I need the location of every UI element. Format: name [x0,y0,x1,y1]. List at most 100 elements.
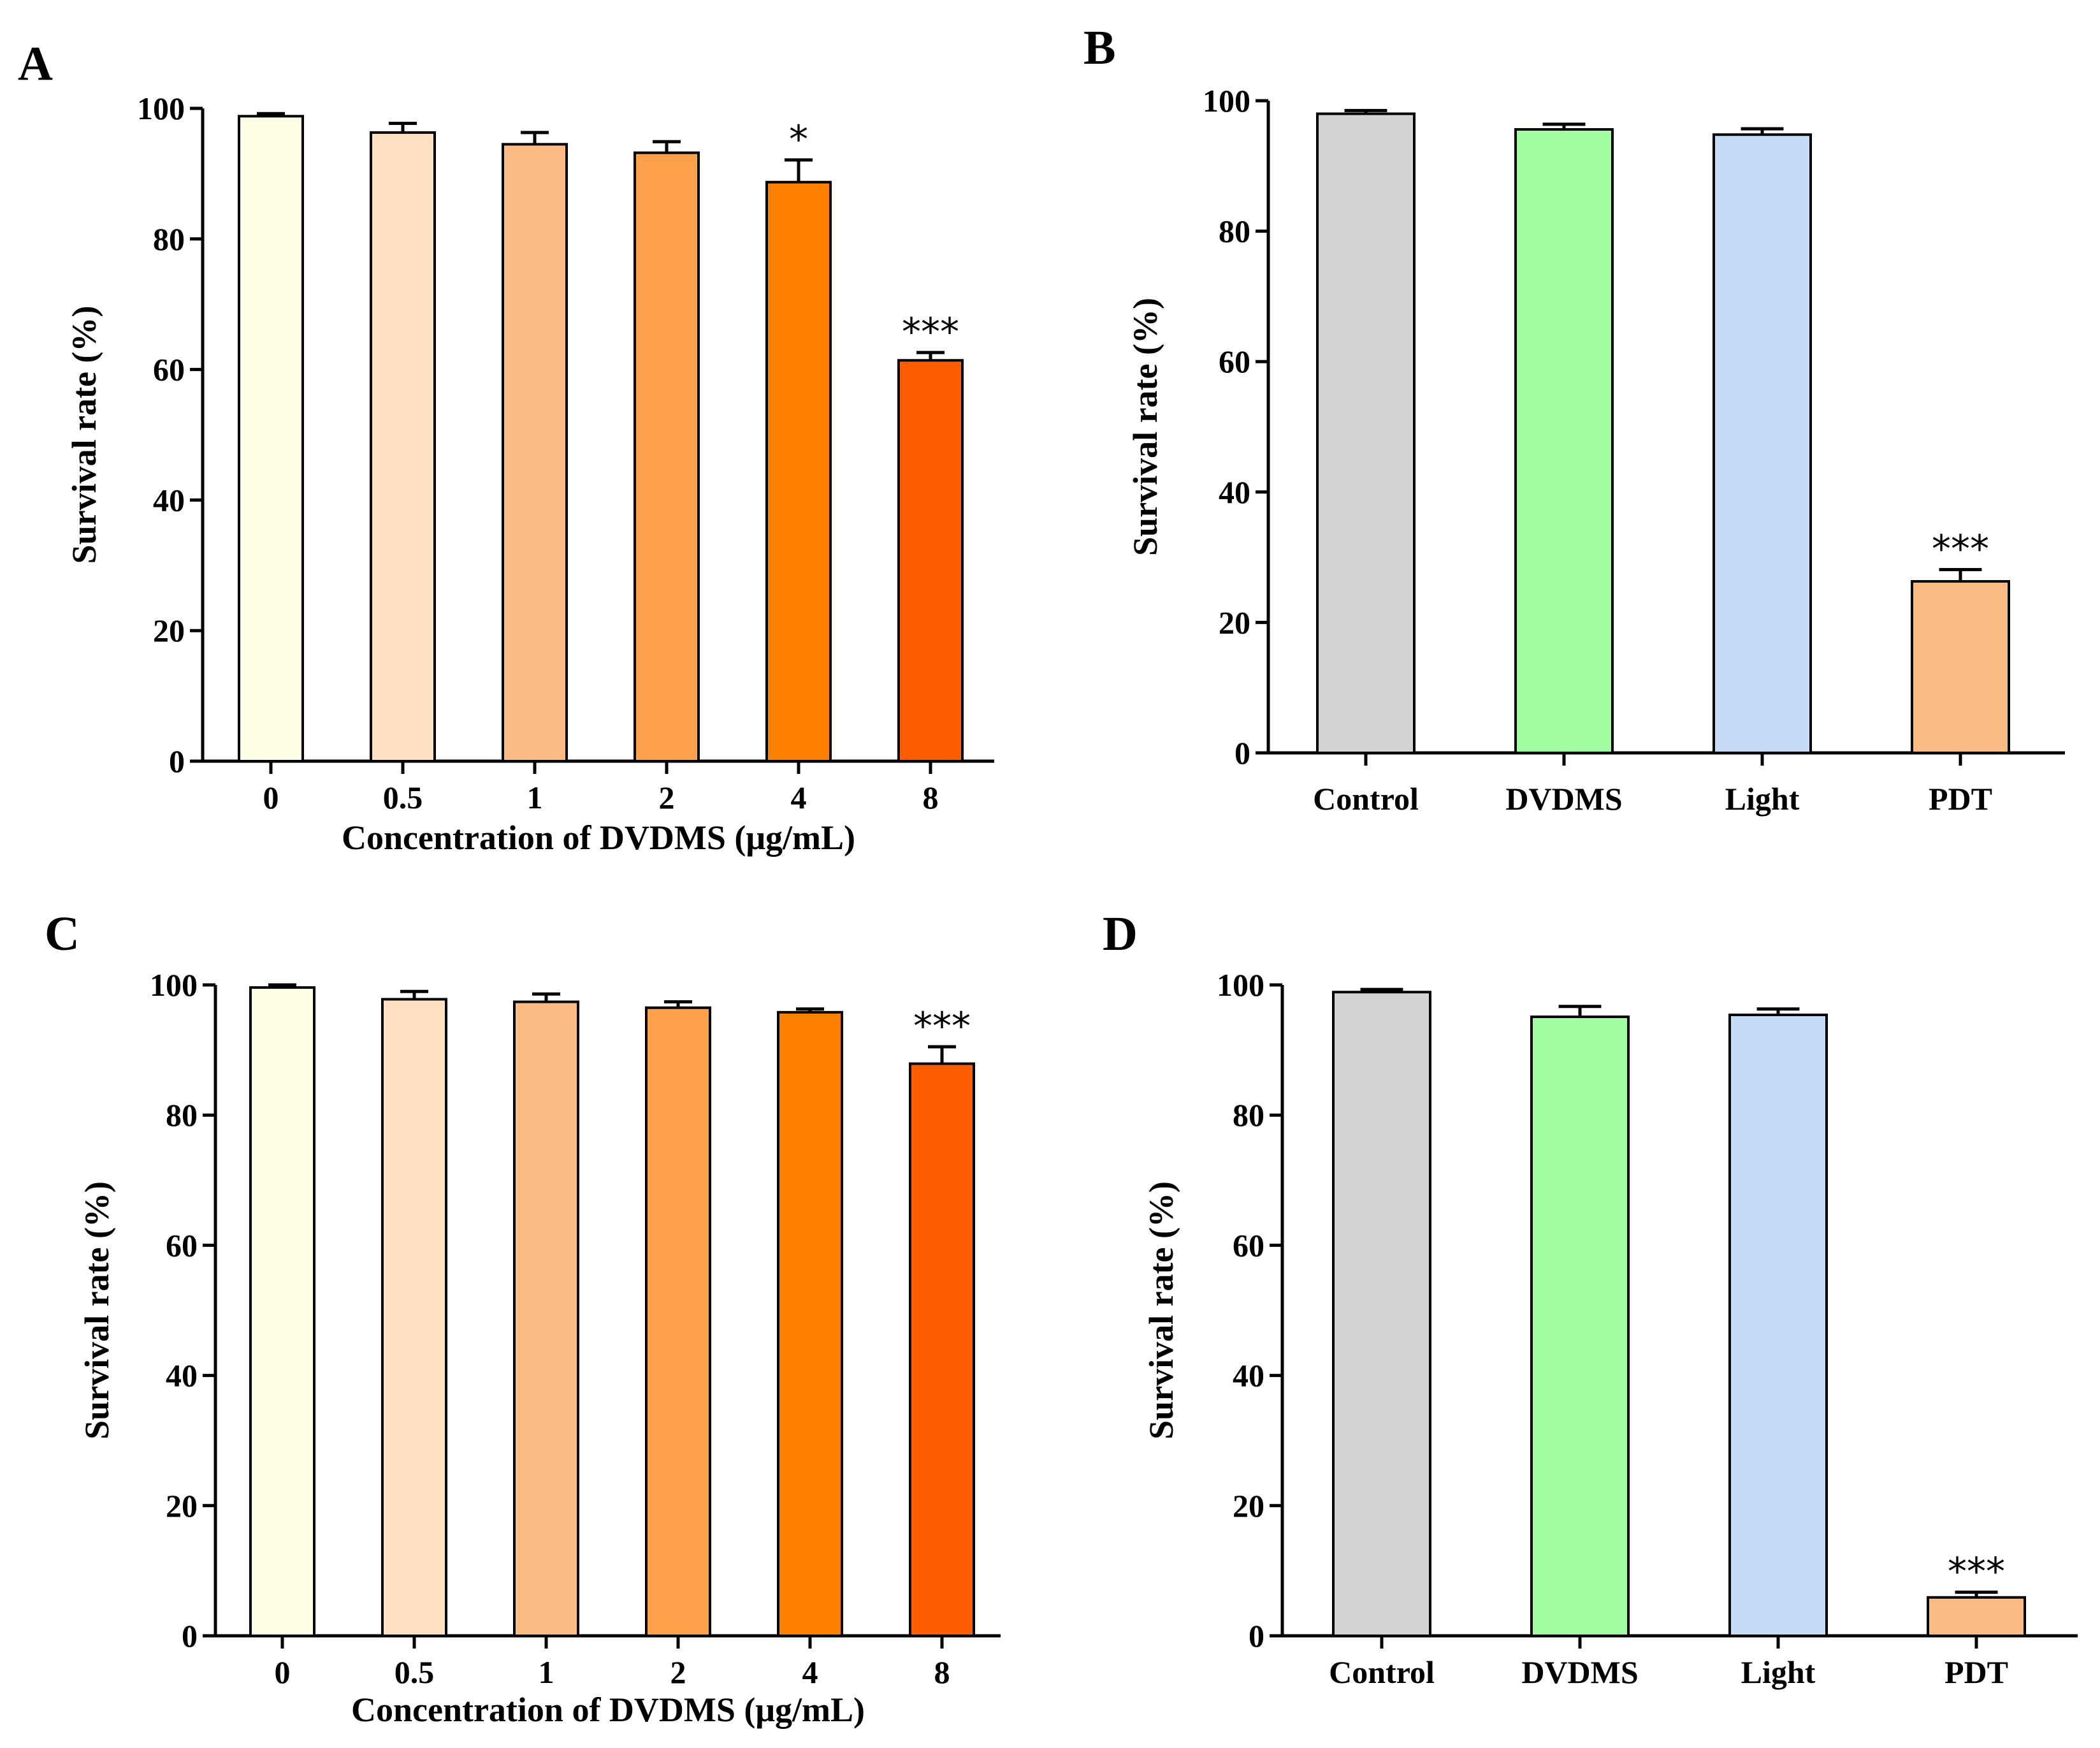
bar-4 [777,1010,843,1637]
bar-0 [238,115,304,762]
bar-control [1316,112,1416,754]
y-tick-label: 100 [150,967,198,1003]
panel-letter: C [45,907,80,961]
x-tick-label: DVDMS [1521,1654,1638,1690]
x-axis-title: Concentration of DVDMS (μg/mL) [342,819,855,857]
bar-0 [249,986,315,1637]
x-tick-label: Light [1741,1654,1816,1690]
x-tick-label: 4 [802,1654,818,1690]
bar-8 [897,359,964,762]
chart-panel-c: C 0 20 40 60 80 100 Survival rate (%) 0 0.5 1 2 4 ***… [45,907,1001,1729]
x-tick-label: 2 [670,1654,686,1690]
bar-pdt [1911,579,2010,754]
error-bar [389,122,417,133]
y-tick-label: 0 [169,743,185,779]
y-tick-label: 100 [1217,967,1264,1003]
bar-1 [513,1000,579,1637]
panel-letter: B [1083,21,1116,75]
error-bar [268,983,296,988]
x-tick-label: 4 [791,780,807,815]
bar-2 [634,151,700,762]
y-tick-label: 20 [166,1488,198,1524]
y-tick-label: 100 [1203,83,1250,119]
y-tick-label: 20 [1233,1488,1264,1524]
y-tick-label: 60 [1219,344,1250,379]
y-axis-title: Survival rate (%) [1126,298,1164,556]
error-bar [1344,108,1387,114]
bar-0-5 [381,998,447,1638]
significance-marker: *** [913,1004,971,1049]
error-bar [653,140,681,153]
x-tick-label: 8 [934,1654,950,1690]
x-tick-label: PDT [1944,1654,2008,1690]
y-tick-label: 40 [1233,1358,1264,1394]
x-tick-label: Control [1329,1654,1435,1690]
y-tick-label: 60 [153,352,185,388]
error-bar [785,158,813,182]
error-bar [928,1045,956,1064]
panel-letter: A [18,37,53,91]
x-tick-label: Control [1313,781,1419,817]
error-bar [1360,987,1403,993]
bar-0-5 [370,131,436,762]
x-tick-label: Light [1725,781,1800,817]
y-tick-label: 40 [1219,474,1250,510]
error-bar [1542,122,1586,130]
bar-4 [765,180,832,763]
x-tick-label: PDT [1929,781,1992,817]
x-tick-label: 0.5 [383,780,423,815]
error-bar [796,1007,824,1012]
x-tick-label: 2 [659,780,675,815]
y-tick-label: 100 [137,91,185,126]
bar-1 [502,143,568,762]
bar-dvdms [1530,1016,1630,1638]
x-tick-label: 1 [527,780,543,815]
y-tick-label: 80 [166,1097,198,1133]
x-axis-title: Concentration of DVDMS (μg/mL) [351,1691,865,1729]
y-tick-label: 60 [1233,1227,1264,1263]
y-tick-label: 20 [1219,604,1250,640]
bar-dvdms [1514,128,1614,754]
x-tick-label: 0 [263,780,279,815]
y-tick-label: 0 [1235,735,1250,771]
y-tick-label: 20 [153,613,185,648]
bar-8 [909,1062,975,1637]
error-bar [521,131,549,145]
panel-letter: D [1103,907,1138,961]
chart-panel-d: D 0 20 40 60 80 100 Survival rate (%) Control DVD… [1103,907,2078,1690]
error-bar [664,1000,692,1008]
error-bar [1955,1591,1998,1598]
y-axis-title: Survival rate (%) [1142,1181,1180,1439]
y-tick-label: 80 [1233,1097,1264,1133]
chart-panel-b: B 0 20 40 60 80 100 Survival rate (%) Control DVD… [1083,21,2065,817]
x-tick-label: 8 [923,780,939,815]
error-bar [257,112,285,117]
y-tick-label: 0 [182,1618,198,1654]
bar-2 [645,1006,711,1637]
x-tick-label: 0.5 [395,1654,435,1690]
x-tick-label: 1 [539,1654,554,1690]
error-bar [1558,1005,1602,1017]
error-bar [400,989,428,1000]
x-tick-label: 0 [275,1654,291,1690]
bar-control [1332,991,1431,1637]
y-axis-title: Survival rate (%) [65,306,103,564]
significance-marker: *** [902,310,959,354]
error-bar [1741,127,1784,135]
significance-marker: * [789,117,808,162]
error-bar [532,992,560,1002]
bar-pdt [1927,1596,2026,1637]
bar-light [1713,133,1812,755]
y-tick-label: 80 [1219,214,1250,249]
y-tick-label: 0 [1249,1618,1264,1654]
chart-panel-a: A 0 20 40 60 80 100 Survival rate (%) 0 0.5 1 2 * 4 **… [18,37,994,857]
y-tick-label: 80 [153,221,185,257]
bar-light [1728,1013,1828,1637]
significance-marker: *** [1948,1550,2005,1594]
y-tick-label: 60 [166,1227,198,1263]
y-tick-label: 40 [153,482,185,518]
error-bar [1939,568,1982,581]
y-tick-label: 40 [166,1358,198,1394]
error-bar [916,351,945,361]
